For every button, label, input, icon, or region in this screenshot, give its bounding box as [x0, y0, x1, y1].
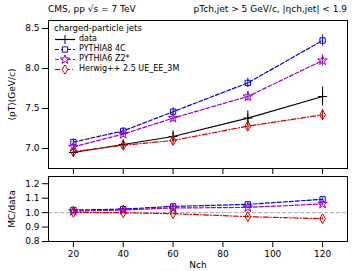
svg-text:1.1: 1.1 — [25, 193, 39, 203]
svg-text:7.0: 7.0 — [25, 143, 40, 153]
html-text:PYTHIA8 4C: PYTHIA8 4C — [79, 44, 126, 53]
svg-text:8.0: 8.0 — [25, 63, 40, 73]
svg-text:MC/data: MC/data — [7, 190, 17, 227]
svg-text:1.2: 1.2 — [25, 179, 39, 189]
svg-text:0.9: 0.9 — [25, 222, 40, 232]
html-text:Herwig++ 2.5 UE_EE_3M: Herwig++ 2.5 UE_EE_3M — [79, 64, 180, 73]
svg-text:Nch: Nch — [189, 260, 206, 270]
svg-text:60: 60 — [167, 249, 179, 259]
svg-text:100: 100 — [264, 249, 281, 259]
html-text:PYTHIA6 Z2*: PYTHIA6 Z2* — [79, 54, 130, 63]
svg-text:120: 120 — [314, 249, 331, 259]
svg-text:8.5: 8.5 — [25, 23, 39, 33]
html-text:charged-particle jets: charged-particle jets — [54, 23, 142, 33]
svg-text:0.8: 0.8 — [25, 236, 40, 246]
html-text:CMS, pp √s = 7 TeV: CMS, pp √s = 7 TeV — [48, 4, 136, 14]
html-text:data: data — [79, 34, 97, 43]
html-text:pTch,jet > 5 GeV/c, |ηch,jet|: pTch,jet > 5 GeV/c, |ηch,jet| < 1.9 — [193, 4, 347, 14]
svg-text:1.0: 1.0 — [25, 207, 40, 217]
svg-text:80: 80 — [217, 249, 229, 259]
svg-text:7.5: 7.5 — [25, 103, 39, 113]
svg-text:20: 20 — [68, 249, 80, 259]
svg-text:40: 40 — [118, 249, 130, 259]
svg-text:⟨pT⟩(GeV/c): ⟨pT⟩(GeV/c) — [7, 69, 17, 121]
